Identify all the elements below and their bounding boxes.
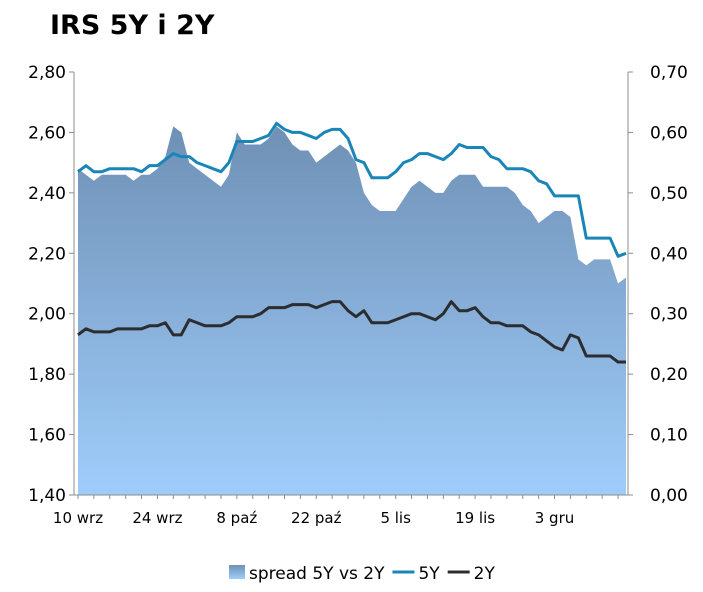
y-left-tick-label: 2,00 bbox=[28, 305, 66, 325]
y-left-tick-label: 2,20 bbox=[28, 244, 66, 264]
y-left-tick-label: 1,60 bbox=[28, 426, 66, 446]
series-line-2y bbox=[77, 300, 626, 364]
y-right-tick-label: 0,10 bbox=[650, 426, 688, 446]
x-tick-label: 8 paź bbox=[216, 509, 257, 527]
legend-label: 5Y bbox=[418, 564, 440, 584]
y-left-tick-label: 1,80 bbox=[28, 365, 66, 385]
y-right-tick-label: 0,40 bbox=[650, 244, 688, 264]
legend-item: 5Y bbox=[392, 564, 440, 584]
y-left-tick-label: 2,60 bbox=[28, 123, 66, 143]
y-right-tick-label: 0,60 bbox=[650, 123, 688, 143]
y-right-tick-label: 0,50 bbox=[650, 184, 688, 204]
y-right-tick-label: 0,30 bbox=[650, 305, 688, 325]
y-right-tick-label: 0,70 bbox=[650, 63, 688, 83]
y-left-tick-label: 2,80 bbox=[28, 63, 66, 83]
legend-item: 2Y bbox=[447, 564, 496, 584]
chart-title: IRS 5Y i 2Y bbox=[50, 10, 215, 41]
x-tick-label: 3 gru bbox=[535, 509, 575, 527]
y-left-tick-label: 1,40 bbox=[28, 486, 66, 506]
legend-item: spread 5Y vs 2Y bbox=[229, 564, 385, 584]
x-tick-label: 10 wrz bbox=[53, 509, 103, 527]
x-tick-label: 22 paź bbox=[291, 509, 342, 527]
y-right-tick-label: 0,00 bbox=[650, 486, 688, 506]
x-tick-label: 24 wrz bbox=[132, 509, 182, 527]
legend-label: spread 5Y vs 2Y bbox=[249, 564, 385, 584]
series-line-5y bbox=[77, 121, 627, 258]
legend-swatch-area bbox=[229, 565, 245, 579]
y-right-tick-label: 0,20 bbox=[650, 365, 688, 385]
legend-label: 2Y bbox=[474, 564, 496, 584]
series-area-spread bbox=[78, 126, 626, 495]
x-tick-label: 5 lis bbox=[380, 509, 411, 527]
x-tick-label: 19 lis bbox=[455, 509, 495, 527]
y-left-tick-label: 2,40 bbox=[28, 184, 66, 204]
